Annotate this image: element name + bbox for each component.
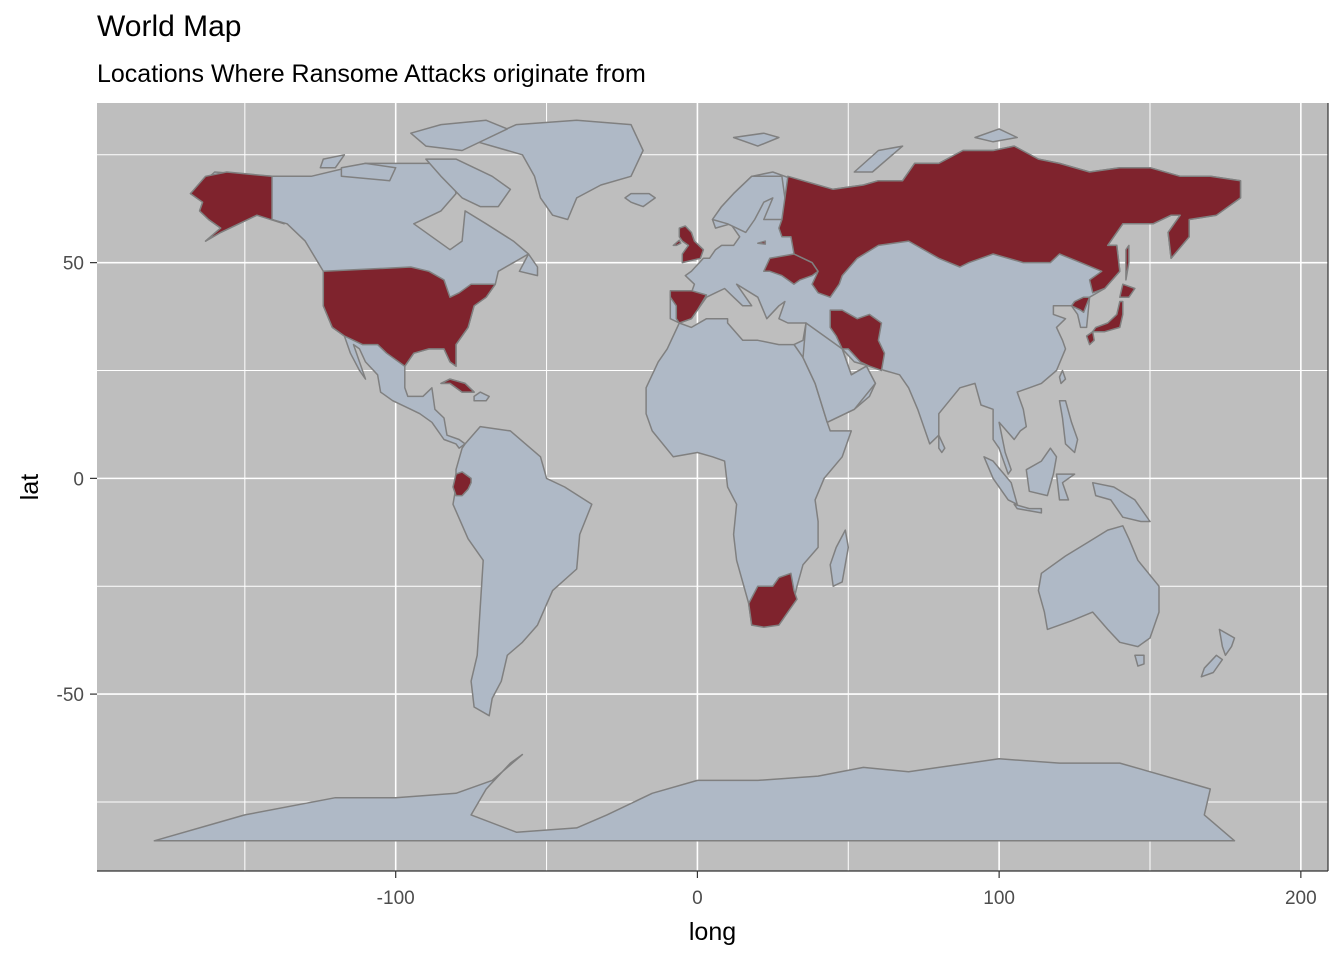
y-tick-label: 0 (73, 469, 84, 490)
highlight-northern-ireland (672, 239, 682, 247)
land-iceland (624, 192, 656, 208)
highlight-iran (829, 309, 886, 372)
x-tick-label: 200 (1285, 888, 1317, 909)
land-philippines (1058, 399, 1079, 454)
x-axis-title: long (689, 918, 736, 946)
land-victoria-island (340, 162, 397, 182)
land-antarctica (153, 753, 1236, 842)
land-africa (645, 317, 853, 626)
highlight-japan-hokkaido (1119, 283, 1136, 298)
highlight-kaliningrad (757, 240, 767, 245)
highlight-alaska (189, 171, 285, 242)
land-newfoundland (518, 253, 539, 277)
land-java (1013, 503, 1043, 514)
y-tick-label: 50 (63, 254, 84, 275)
land-australia (1037, 525, 1160, 648)
land-new-zealand-north (1218, 628, 1236, 657)
land-greenland (476, 119, 644, 221)
axes: -100 0 100 200 -50 0 50 (57, 103, 1329, 909)
x-tick-label: 100 (983, 888, 1015, 909)
x-tick-label: -100 (377, 888, 415, 909)
highlighted-countries-layer (189, 145, 1242, 628)
land-baffin-island (425, 158, 512, 208)
land-ellesmere-island (410, 119, 509, 152)
highlight-japan-honshu (1088, 300, 1124, 337)
land-sulawesi (1055, 473, 1076, 501)
highlight-russia (778, 145, 1242, 298)
land-tasmania (1134, 654, 1145, 667)
chart-subtitle: Locations Where Ransome Attacks originat… (97, 60, 646, 88)
highlight-south-africa (747, 572, 798, 628)
highlight-united-states (322, 266, 497, 367)
y-axis-title: lat (16, 474, 44, 500)
land-banks-island (319, 154, 346, 169)
highlight-spain (669, 289, 708, 324)
land-madagascar (829, 529, 850, 587)
land-arabia-fill (802, 322, 877, 424)
land-sumatra (983, 456, 1018, 506)
land-borneo (1025, 447, 1058, 497)
land-sri-lanka (938, 434, 946, 454)
land-svalbard (732, 132, 780, 147)
land-hispaniola (473, 391, 490, 402)
highlight-north-korea (1070, 296, 1091, 314)
land-severnaya-zemlya (974, 128, 1018, 143)
chart-title: World Map (97, 10, 242, 43)
y-tick-label: -50 (57, 685, 84, 706)
highlight-japan-kyushu (1085, 330, 1095, 346)
highlight-united-kingdom (678, 225, 705, 264)
highlight-ecuador (452, 471, 472, 497)
x-tick-label: 0 (692, 888, 703, 909)
highlight-ukraine (763, 253, 819, 285)
land-novaya-zemlya (853, 145, 904, 173)
land-taiwan (1058, 369, 1067, 385)
highlight-sakhalin (1125, 244, 1130, 281)
land-new-guinea (1091, 481, 1151, 523)
land-new-zealand-south (1200, 654, 1224, 678)
highlight-cuba (440, 378, 475, 393)
land-south-america (452, 425, 593, 717)
